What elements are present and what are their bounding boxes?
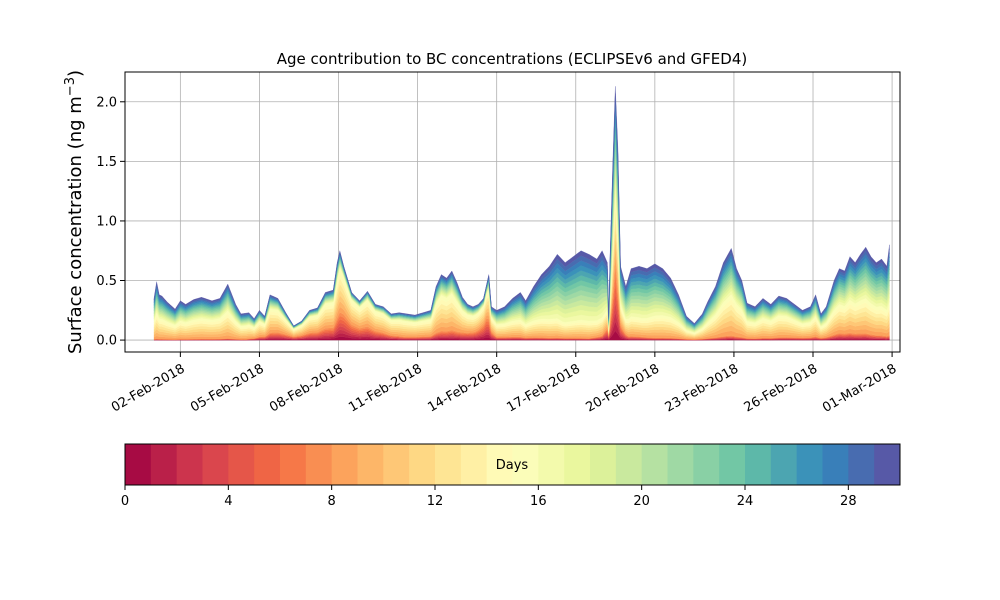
x-tick-label: 14-Feb-2018 <box>425 361 504 415</box>
x-tick-label: 20-Feb-2018 <box>584 361 663 415</box>
colorbar-segment <box>254 444 281 485</box>
plot-frame <box>124 71 901 353</box>
colorbar-tick-label: 4 <box>224 494 232 509</box>
colorbar-segment <box>590 444 617 485</box>
colorbar-segment <box>202 444 229 485</box>
colorbar-ticks: 0 4 8 12 16 20 24 28 <box>121 485 857 509</box>
colorbar-tick-label: 8 <box>328 494 336 509</box>
colorbar-tick-label: 28 <box>840 494 857 509</box>
x-tick-label: 23-Feb-2018 <box>663 361 742 415</box>
x-tick-label: 11-Feb-2018 <box>346 361 425 415</box>
colorbar-segment <box>615 444 643 485</box>
colorbar-segments <box>125 444 901 485</box>
x-tick-label: 17-Feb-2018 <box>504 361 583 415</box>
colorbar-frame <box>124 443 901 486</box>
colorbar-segment <box>357 444 384 485</box>
colorbar-segment <box>848 444 875 485</box>
y-tick-label: 1.5 <box>96 155 117 170</box>
colorbar-segment <box>874 444 901 485</box>
colorbar-segment <box>641 444 668 485</box>
colorbar: Days 0 4 8 12 16 20 24 28 <box>121 443 901 509</box>
colorbar-segment <box>150 444 178 485</box>
colorbar-segment <box>719 444 746 485</box>
colorbar-tick-label: 12 <box>427 494 444 509</box>
y-axis-label: Surface concentration (ng m−3) <box>63 70 86 354</box>
colorbar-segment <box>305 444 333 485</box>
colorbar-segment <box>176 444 203 485</box>
colorbar-segment <box>280 444 307 485</box>
colorbar-segment <box>693 444 720 485</box>
colorbar-segment <box>770 444 798 485</box>
colorbar-segment <box>435 444 462 485</box>
colorbar-tick-label: 20 <box>633 494 650 509</box>
y-axis-label-main: Surface concentration (ng m <box>65 96 86 354</box>
x-tick-label: 05-Feb-2018 <box>188 361 267 415</box>
y-axis-label-close: ) <box>65 70 86 77</box>
colorbar-segment <box>460 444 488 485</box>
chart-title: Age contribution to BC concentrations (E… <box>277 50 748 68</box>
y-tick-label: 0.5 <box>96 274 117 289</box>
y-tick-label: 1.0 <box>96 214 117 229</box>
colorbar-segment <box>796 444 823 485</box>
colorbar-segment <box>228 444 255 485</box>
colorbar-tick-label: 24 <box>737 494 754 509</box>
x-tick-label: 02-Feb-2018 <box>109 361 188 415</box>
colorbar-segment <box>538 444 565 485</box>
y-axis-ticks: 0.0 0.5 1.0 1.5 2.0 <box>96 95 125 349</box>
colorbar-segment <box>409 444 436 485</box>
colorbar-label: Days <box>496 458 529 473</box>
y-tick-label: 2.0 <box>96 95 117 110</box>
y-tick-label: 0.0 <box>96 334 117 349</box>
colorbar-segment <box>564 444 591 485</box>
x-tick-label: 08-Feb-2018 <box>267 361 346 415</box>
x-axis-ticks: 02-Feb-2018 05-Feb-2018 08-Feb-2018 11-Feb-… <box>109 352 899 416</box>
age-band-29-days <box>153 86 890 327</box>
colorbar-segment <box>486 444 513 485</box>
colorbar-segment <box>331 444 358 485</box>
y-axis-label-superscript: −3 <box>63 77 78 96</box>
colorbar-segment <box>745 444 772 485</box>
colorbar-segment <box>383 444 410 485</box>
colorbar-segment <box>667 444 694 485</box>
x-tick-label: 01-Mar-2018 <box>820 361 899 415</box>
age-contribution-areas <box>153 86 890 341</box>
plot-area: 02-Feb-2018 05-Feb-2018 08-Feb-2018 11-Feb-… <box>96 71 901 416</box>
x-tick-label: 26-Feb-2018 <box>742 361 821 415</box>
colorbar-segment <box>512 444 539 485</box>
colorbar-segment <box>125 444 152 485</box>
colorbar-tick-label: 0 <box>121 494 129 509</box>
colorbar-segment <box>822 444 849 485</box>
colorbar-tick-label: 16 <box>530 494 547 509</box>
